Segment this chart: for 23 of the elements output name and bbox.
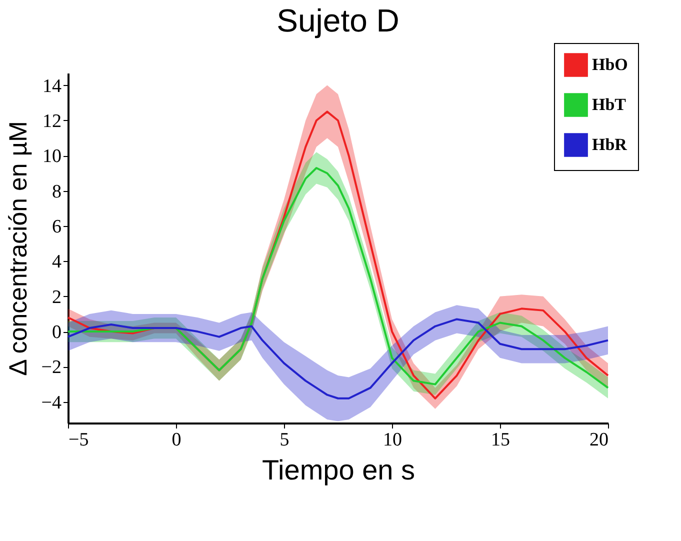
x-tick-label: 10 — [383, 430, 402, 450]
y-tick-label: 10 — [42, 146, 62, 168]
x-tick-label: 15 — [491, 430, 510, 450]
y-tick-label: 14 — [42, 76, 62, 97]
chart-title: Sujeto D — [276, 2, 400, 38]
x-tick-label: 20 — [590, 430, 608, 450]
y-tick-label: −4 — [41, 392, 62, 414]
y-tick-label: 8 — [52, 181, 62, 202]
y-axis-title: Δ concentración en µM — [4, 121, 32, 376]
legend-label: HbT — [592, 95, 627, 114]
x-tick-label: 5 — [280, 430, 290, 450]
y-tick-label: 0 — [52, 322, 62, 344]
line-series — [67, 318, 609, 400]
y-tick-label: −2 — [41, 357, 62, 378]
x-tick-label: 0 — [172, 430, 182, 450]
y-tick-label: 2 — [52, 286, 62, 308]
y-tick-label: 4 — [52, 252, 62, 273]
x-axis-title: Tiempo en s — [262, 454, 416, 486]
y-tick-label: 12 — [42, 110, 62, 132]
y-tick-label: 6 — [52, 216, 62, 238]
legend-label: HbO — [592, 55, 628, 74]
legend-label: HbR — [592, 135, 628, 154]
x-tick-label: −5 — [68, 430, 89, 450]
